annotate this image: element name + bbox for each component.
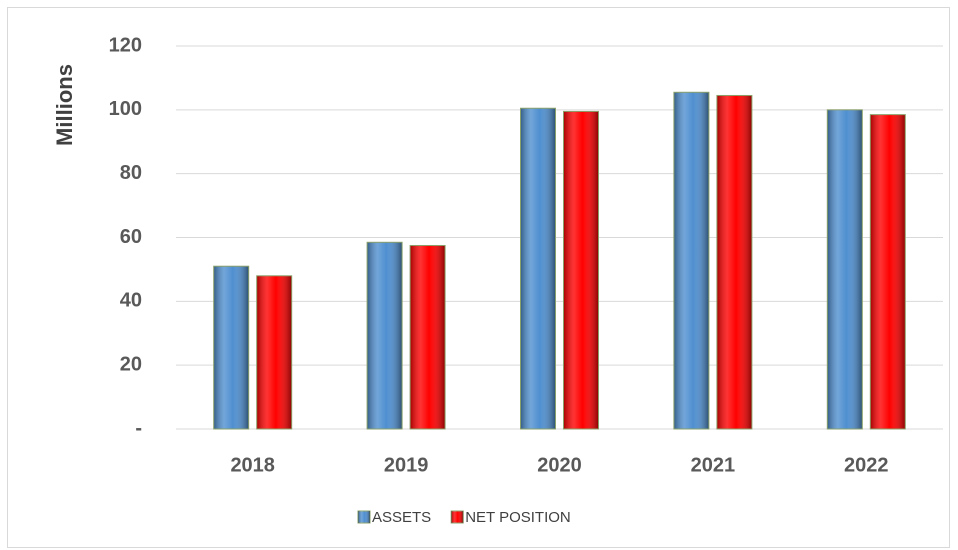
bar-edge: [826, 109, 863, 430]
y-tick-label: 40: [120, 290, 142, 312]
x-tick-label: 2020: [537, 454, 582, 476]
x-tick-label: 2022: [844, 454, 889, 476]
bar-shade: [256, 275, 292, 429]
x-tick-label: 2019: [384, 454, 429, 476]
bar-edge: [256, 275, 293, 430]
bar-edge: [716, 94, 753, 430]
legend-label: NET POSITION: [465, 509, 571, 526]
y-tick-label: 100: [109, 98, 142, 120]
y-tick-label: -: [135, 417, 142, 439]
bar-shade: [410, 245, 446, 429]
bar-edge: [520, 107, 556, 430]
bar-shade: [673, 92, 709, 429]
legend-swatch-shade: [358, 511, 370, 523]
bar-shade: [367, 242, 403, 429]
bar-shade: [563, 111, 599, 429]
x-tick-label: 2018: [230, 454, 275, 476]
y-tick-label: 120: [109, 34, 142, 56]
bar-edge: [673, 91, 710, 430]
bar-edge: [409, 244, 446, 430]
y-tick-label: 80: [120, 162, 142, 184]
bar-shade: [827, 109, 863, 429]
x-tick-label: 2021: [691, 454, 736, 476]
bar-edge: [869, 114, 906, 430]
chart-border: [7, 7, 950, 548]
bar-shade: [520, 108, 556, 430]
bar-shade: [716, 95, 752, 430]
y-axis-label: Millions: [52, 64, 77, 146]
bar-edge: [366, 241, 403, 430]
legend-swatch-shade: [451, 511, 464, 523]
y-tick-label: 60: [120, 226, 142, 248]
legend-label: ASSETS: [372, 509, 431, 526]
bar-shade: [870, 114, 906, 429]
bar-shade: [213, 266, 249, 429]
bar-edge: [213, 265, 250, 430]
bar-edge: [563, 110, 599, 430]
y-tick-label: 20: [120, 353, 142, 375]
